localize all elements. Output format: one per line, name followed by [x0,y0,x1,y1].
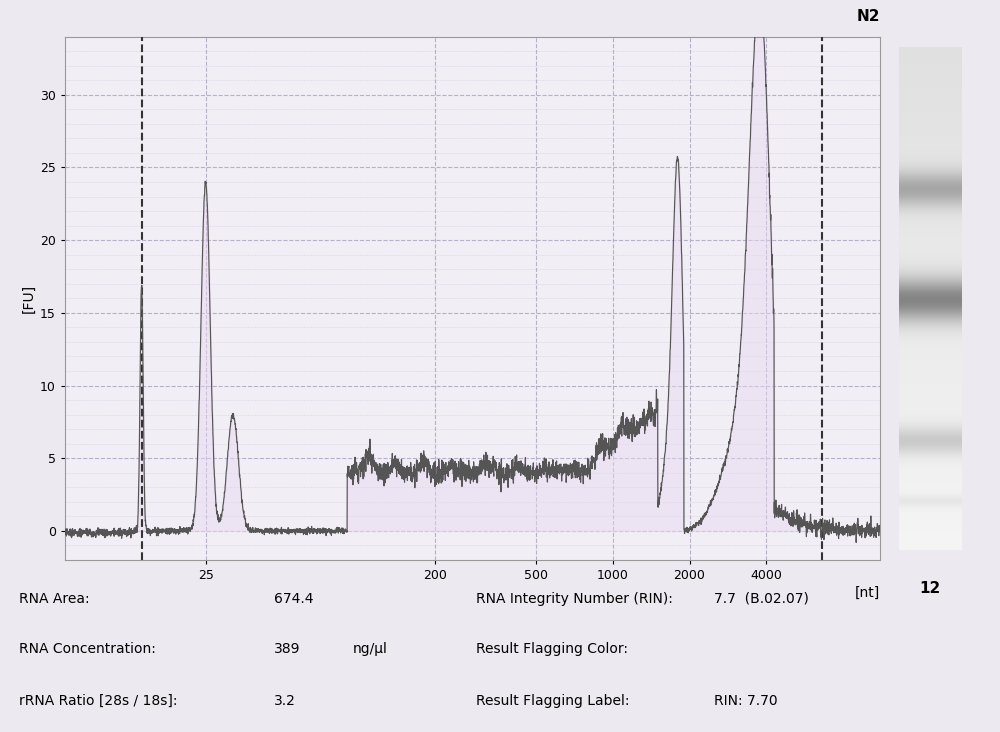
Text: Result Flagging Color:: Result Flagging Color: [476,642,628,656]
Text: rRNA Ratio [28s / 18s]:: rRNA Ratio [28s / 18s]: [19,694,177,708]
Text: 12: 12 [919,581,941,596]
Text: ng/µl: ng/µl [353,642,388,656]
Text: RNA Area:: RNA Area: [19,591,89,606]
Text: Result Flagging Label:: Result Flagging Label: [476,694,630,708]
Text: RNA Concentration:: RNA Concentration: [19,642,156,656]
Y-axis label: [FU]: [FU] [22,284,36,313]
X-axis label: [nt]: [nt] [855,586,880,600]
Text: RIN: 7.70: RIN: 7.70 [714,694,778,708]
Text: 674.4: 674.4 [274,591,314,606]
Text: N2: N2 [856,9,880,23]
Text: 389: 389 [274,642,300,656]
Text: 3.2: 3.2 [274,694,296,708]
Text: RNA Integrity Number (RIN):: RNA Integrity Number (RIN): [476,591,673,606]
Text: 7.7  (B.02.07): 7.7 (B.02.07) [714,591,809,606]
